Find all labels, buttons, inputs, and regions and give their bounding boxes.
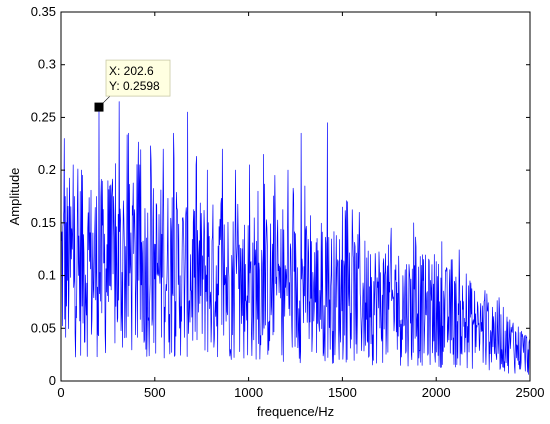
y-tick-label: 0.1 (38, 268, 56, 283)
x-axis-label: frequence/Hz (257, 404, 334, 419)
data-tip-marker[interactable] (94, 102, 104, 112)
x-tick-label: 2500 (516, 385, 545, 400)
x-tick-label: 0 (57, 385, 64, 400)
data-tip[interactable]: X: 202.6 Y: 0.2598 (94, 59, 171, 112)
series-layer (61, 101, 530, 375)
x-tick-label: 1500 (328, 385, 357, 400)
data-tip-box (105, 59, 171, 97)
y-tick-label: 0.3 (38, 57, 56, 72)
series-line-0 (61, 101, 530, 375)
x-tick-label: 2000 (422, 385, 451, 400)
y-axis-label: Amplitude (7, 168, 22, 226)
data-tip-y-text: Y: 0.2598 (109, 79, 160, 93)
x-tick-label: 1000 (234, 385, 263, 400)
data-tip-x-text: X: 202.6 (109, 64, 154, 78)
axis-layer: 0 500 1000 1500 2000 2500 0 0.05 0.1 0.15 0.2 0.25 0… (31, 4, 545, 400)
y-tick-label: 0.35 (31, 4, 56, 19)
y-tick-label: 0 (49, 373, 56, 388)
y-tick-label: 0.15 (31, 215, 56, 230)
y-tick-label: 0.2 (38, 162, 56, 177)
x-tick-label: 500 (144, 385, 166, 400)
y-tick-label: 0.05 (31, 320, 56, 335)
y-tick-label: 0.25 (31, 109, 56, 124)
plot-frame (60, 11, 531, 382)
